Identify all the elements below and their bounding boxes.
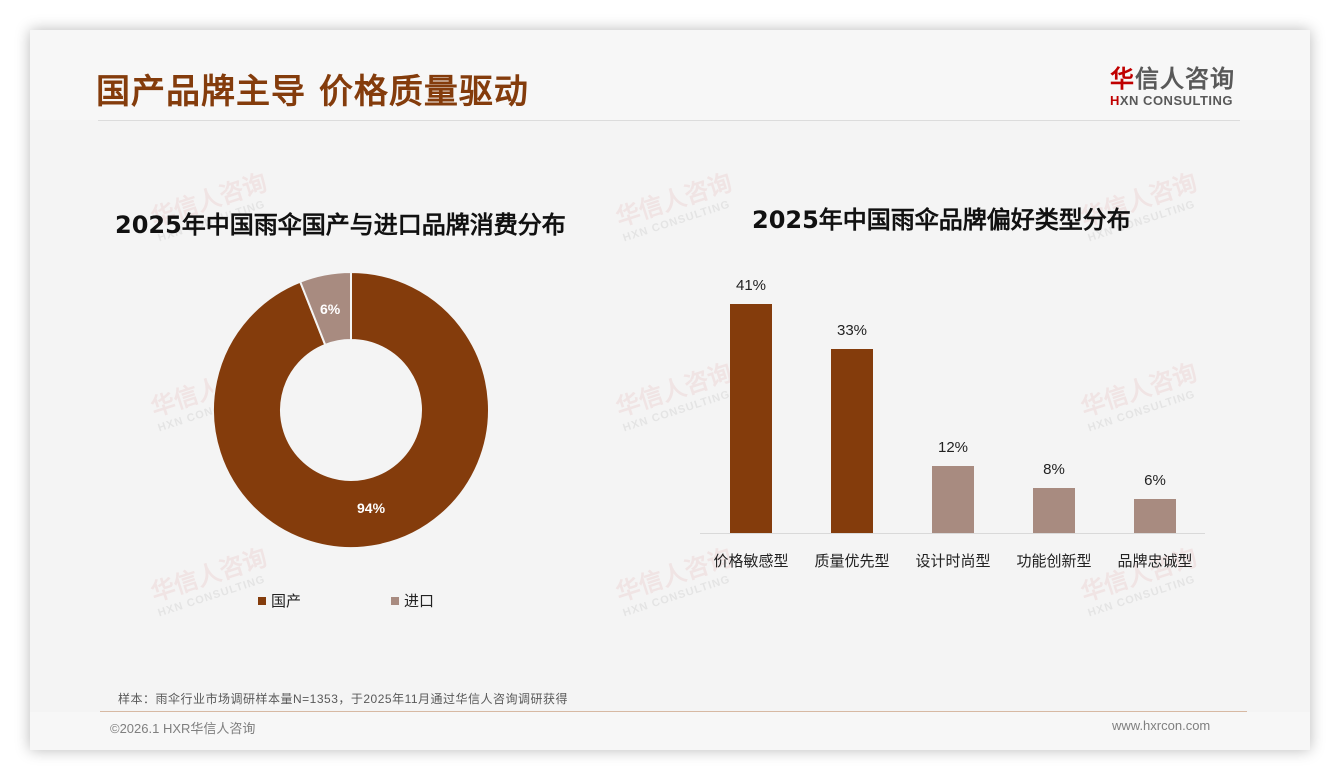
donut-label-domestic: 94% (357, 500, 386, 516)
bar-category-label: 质量优先型 (814, 553, 890, 570)
slide: 国产品牌主导 价格质量驱动 华信人咨询 HXN CONSULTING 华信人咨询… (30, 30, 1310, 750)
bar-value-label: 12% (937, 439, 969, 456)
donut-label-import: 6% (320, 301, 341, 317)
page-title: 国产品牌主导 价格质量驱动 (96, 72, 529, 112)
bar-value-label: 41% (735, 277, 767, 294)
logo-cn: 华信人咨询 (1110, 65, 1250, 93)
legend-swatch-import (391, 596, 399, 605)
watermark: 华信人咨询 HXN CONSULTING (611, 163, 740, 245)
donut-slice-1 (298, 270, 352, 347)
sample-footnote: 样本：雨伞行业市场调研样本量N=1353，于2025年11月通过华信人咨询调研获… (118, 692, 569, 706)
bar-value-label: 33% (836, 322, 868, 339)
bar-category-label: 功能创新型 (1016, 553, 1092, 570)
bar-2 (932, 466, 974, 533)
bar-value-label: 6% (1144, 472, 1166, 489)
watermark-cn: 华信人咨询 (147, 543, 271, 608)
donut-chart: 94% 6% (212, 270, 490, 549)
bar-chart-baseline (700, 533, 1205, 534)
bar-1 (831, 349, 873, 533)
donut-slice-0 (212, 270, 490, 549)
bar-3 (1033, 488, 1075, 533)
legend-swatch-domestic (258, 596, 266, 605)
copyright-text: ©2026.1 HXR华信人咨询 (110, 721, 256, 736)
watermark-en: HXN CONSULTING (621, 573, 732, 620)
logo-en-text: XN CONSULTING (1119, 93, 1234, 108)
bar-category-label: 设计时尚型 (915, 553, 991, 570)
bar-category-label: 价格敏感型 (713, 553, 789, 570)
bar-chart: 41% 价格敏感型 33% 质量优先型 12% 设计时尚型 8% 功能创新型 6% 品牌忠诚型 (700, 270, 1205, 574)
website-link[interactable]: www.hxrcon.com (1112, 718, 1211, 733)
legend-item-import: 进口 (391, 590, 434, 611)
bar-4 (1134, 499, 1176, 533)
header-band (30, 30, 1310, 120)
logo-en-accent: H (1110, 93, 1120, 108)
footer-band (30, 712, 1310, 750)
watermark: 华信人咨询 HXN CONSULTING (146, 538, 275, 620)
logo-cn-accent: 华 (1110, 65, 1135, 93)
title-divider (98, 120, 1240, 121)
logo-en: HXN CONSULTING (1110, 93, 1250, 108)
legend-item-domestic: 国产 (258, 590, 301, 611)
bar-value-label: 8% (1043, 461, 1065, 478)
donut-graphic (212, 270, 490, 549)
company-logo: 华信人咨询 HXN CONSULTING (1110, 65, 1250, 108)
watermark-en: HXN CONSULTING (156, 573, 267, 620)
bar-category-label: 品牌忠诚型 (1117, 553, 1193, 570)
watermark-en: HXN CONSULTING (621, 198, 732, 245)
footer-divider (100, 711, 1247, 712)
legend-label-import: 进口 (404, 593, 435, 610)
donut-chart-title: 2025年中国雨伞国产与进口品牌消费分布 (115, 211, 566, 239)
watermark-en: HXN CONSULTING (1086, 573, 1197, 620)
bar-0 (730, 304, 772, 533)
legend-label-domestic: 国产 (271, 593, 302, 610)
bar-chart-title: 2025年中国雨伞品牌偏好类型分布 (752, 206, 1131, 234)
watermark-cn: 华信人咨询 (612, 168, 736, 233)
logo-cn-text: 信人咨询 (1135, 65, 1235, 93)
